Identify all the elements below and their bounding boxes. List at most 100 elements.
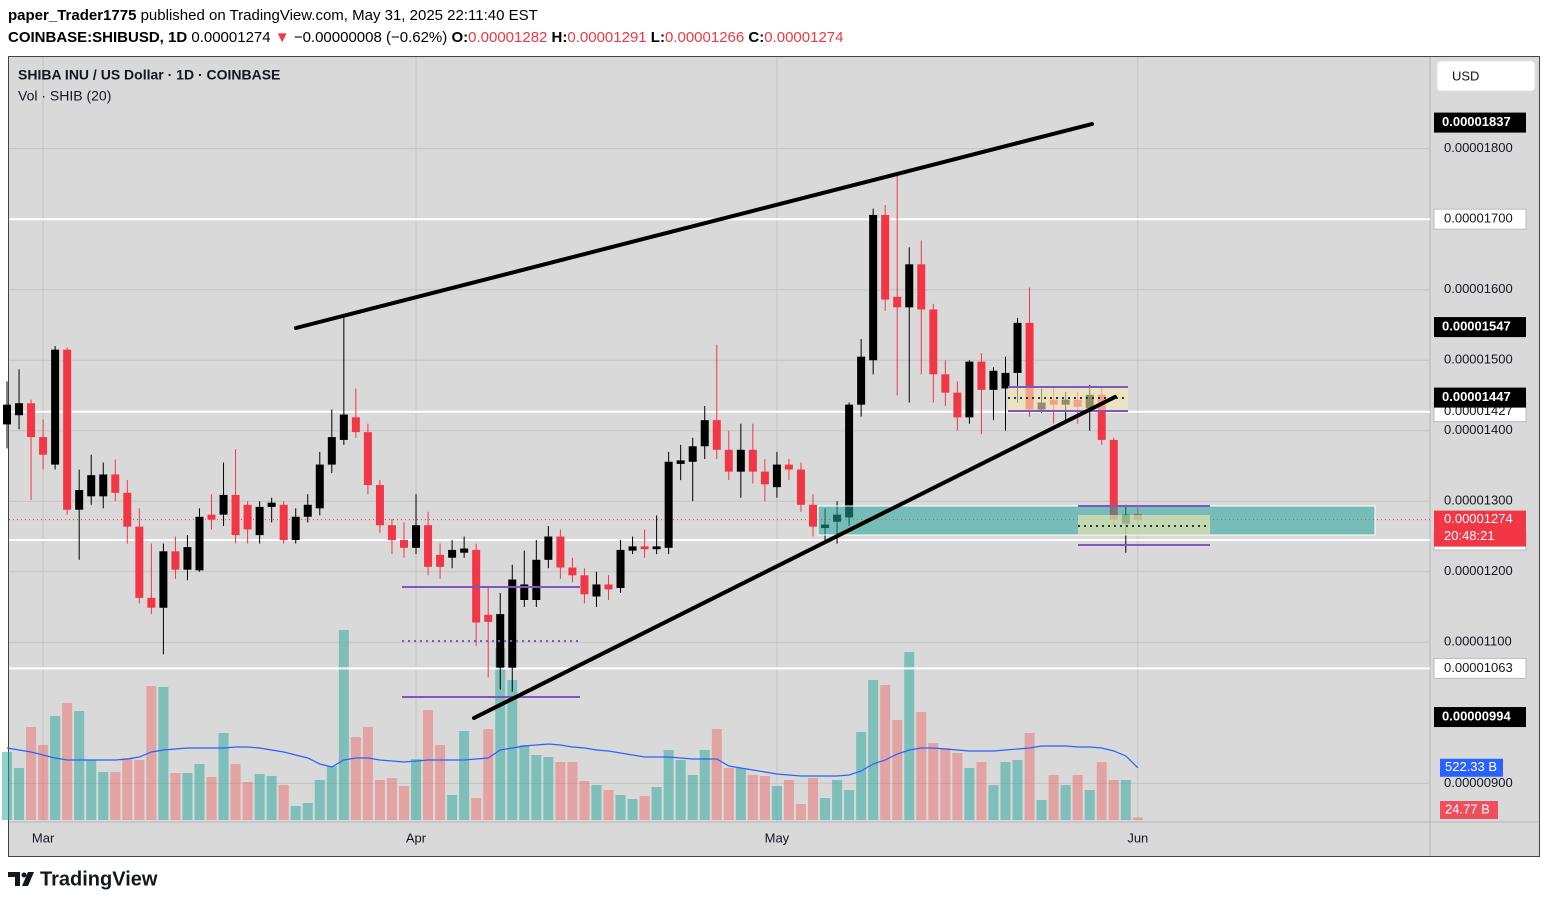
volume-bar: [820, 798, 831, 820]
volume-bar: [651, 787, 662, 820]
volume-bar: [1120, 780, 1131, 820]
volume-bar: [242, 782, 253, 820]
candle-body: [123, 492, 132, 527]
price-line-label: 0.00001063: [1444, 660, 1513, 675]
candle-body: [3, 404, 11, 425]
candle-body: [965, 361, 974, 418]
candle-body: [520, 584, 529, 600]
chart-frame: [8, 56, 1540, 857]
volume-ma-line: [6, 743, 1139, 777]
volume-bar: [1024, 733, 1035, 820]
volume-bar: [435, 745, 446, 820]
candle-body: [556, 536, 565, 568]
candle-body: [688, 446, 697, 462]
volume-ma-label: 522.33 B: [1445, 759, 1497, 774]
volume-bar: [747, 775, 758, 820]
volume-bar: [808, 778, 819, 820]
volume-bar: [350, 737, 361, 820]
x-tick-label: Jun: [1127, 830, 1148, 845]
low-value: 0.00001266: [665, 29, 744, 46]
candle-body: [580, 575, 589, 595]
candle-body: [796, 469, 805, 505]
volume-bar: [134, 760, 145, 820]
volume-bar: [62, 703, 73, 820]
current-price-badge: [1434, 510, 1526, 547]
volume-bar: [1012, 760, 1023, 820]
candle-body: [772, 464, 781, 488]
candle-body: [544, 536, 553, 560]
candle-body: [375, 485, 384, 526]
lower-trendline: [472, 395, 1117, 720]
volume-bar: [362, 727, 373, 820]
candle-body: [231, 494, 240, 536]
volume-bar: [170, 773, 181, 820]
volume-bar: [976, 762, 987, 820]
y-tick-label: 0.00001600: [1444, 281, 1513, 296]
brand-logo: [8, 872, 34, 886]
price-line-badge: [1433, 657, 1527, 679]
volume-bar: [1132, 817, 1143, 820]
candle-body: [568, 567, 577, 576]
current-price-label: 0.00001274: [1444, 511, 1513, 526]
volume-bar: [1060, 785, 1071, 820]
candle-body: [893, 296, 902, 308]
volume-bar: [928, 743, 939, 820]
candle-body: [724, 449, 733, 472]
candle-body: [712, 420, 721, 450]
volume-bar: [1096, 762, 1107, 820]
volume-bar: [374, 780, 385, 820]
marker-label: 0.00001547: [1442, 319, 1511, 334]
volume-title: Vol · SHIB (20): [18, 88, 111, 104]
volume-bar: [338, 630, 349, 820]
candle-body: [219, 494, 228, 515]
candle-body: [412, 525, 421, 548]
volume-bar: [314, 780, 325, 820]
candle-body: [51, 349, 60, 465]
candle-body: [147, 597, 156, 608]
volume-bar: [627, 799, 638, 820]
published-info: published on TradingView.com, May 31, 20…: [141, 7, 538, 24]
volume-bar: [74, 711, 85, 820]
candle-body: [303, 504, 312, 517]
volume-bar: [206, 777, 217, 820]
candle-body: [532, 559, 541, 600]
x-tick-label: Mar: [32, 830, 55, 845]
low-label: L:: [651, 29, 665, 46]
axes: 0.00001800 0.00001600 0.00001500 0.00001400…: [32, 112, 1527, 845]
volume-bar: [290, 806, 301, 820]
volume-bar: [386, 778, 397, 820]
candle-body: [27, 403, 36, 438]
volume-bar: [964, 768, 975, 820]
volume-bar: [543, 757, 554, 820]
volume-pane: [2, 630, 1143, 820]
candle-body: [1013, 322, 1022, 373]
y-tick-label: 0.00001100: [1444, 634, 1512, 649]
currency-button[interactable]: [1436, 60, 1536, 92]
candle-body: [399, 540, 408, 548]
candle-body: [255, 506, 264, 536]
candle-body: [809, 504, 818, 527]
candle-body: [941, 374, 950, 393]
candle-body: [315, 464, 324, 509]
upper-trendline: [294, 122, 1094, 330]
volume-bar: [423, 710, 434, 820]
brand: TradingView: [40, 868, 158, 890]
candle-body: [424, 525, 433, 567]
volume-bar: [122, 758, 133, 820]
volume-bar: [735, 768, 746, 820]
volume-bar: [579, 781, 590, 820]
author: paper_Trader1775: [8, 7, 136, 24]
candle-body: [905, 264, 914, 308]
candle-body: [39, 437, 48, 455]
candle-body: [508, 579, 517, 668]
candle-body: [652, 546, 661, 550]
y-tick-label: 0.00001400: [1444, 422, 1513, 437]
candle-body: [183, 547, 192, 570]
volume-bar: [555, 762, 566, 820]
volume-bar: [98, 772, 109, 820]
volume-bar: [471, 798, 482, 820]
volume-bar: [194, 764, 205, 820]
marker-badge: [1434, 317, 1526, 338]
candle-body: [989, 370, 998, 390]
y-tick-label: 0.00001200: [1444, 563, 1513, 578]
